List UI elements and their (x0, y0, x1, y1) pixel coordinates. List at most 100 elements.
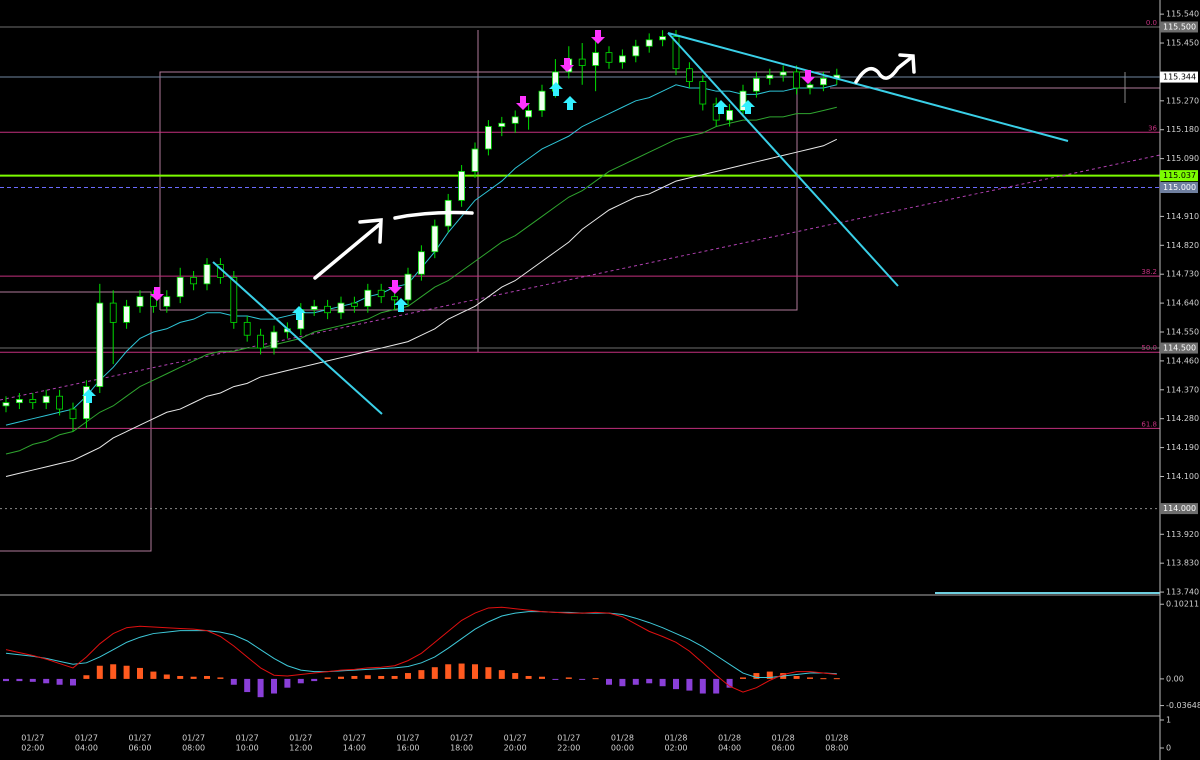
histogram-bar (123, 665, 130, 679)
y-tick-label: 114.460 (1166, 356, 1199, 365)
candle-body (56, 395, 63, 410)
histogram-bar (512, 673, 519, 679)
y-tick-label: 113.920 (1166, 530, 1199, 539)
y-tick-label: 114.190 (1166, 443, 1199, 452)
candle-body (42, 395, 50, 404)
y-tick-label: 114.550 (1166, 327, 1199, 336)
candle-body (605, 52, 613, 63)
histogram-bar (713, 678, 720, 694)
candle-body (498, 122, 506, 127)
y-tick-label: 114.730 (1166, 270, 1199, 279)
trend-line (667, 32, 899, 287)
level-label: 115.344 (1163, 73, 1196, 82)
level-box (1160, 21, 1198, 33)
x-date-label: 01/28 (718, 734, 741, 743)
histogram-bar (766, 671, 773, 679)
x-time-label: 04:00 (718, 744, 741, 753)
histogram-bar (391, 675, 398, 679)
candle-body (525, 110, 532, 118)
histogram-bar (740, 677, 746, 679)
histogram-bar (364, 675, 371, 679)
price-axis (1160, 0, 1200, 760)
x-date-label: 01/27 (182, 734, 205, 743)
histogram-bar (632, 678, 639, 685)
candle-body (686, 68, 693, 82)
x-date-label: 01/27 (236, 734, 259, 743)
x-time-label: 02:00 (664, 744, 687, 753)
down-arrow (560, 58, 574, 72)
trend-line (212, 261, 383, 415)
candle-body (350, 302, 358, 307)
zone-rect (0, 291, 152, 552)
histogram-bar (405, 673, 411, 679)
histogram-bar (324, 677, 331, 679)
histogram-bar (592, 678, 599, 680)
candle-body (632, 45, 640, 57)
axis-labels: 115.500 115.344 115.037 115.000 114.500 114.0… (1160, 10, 1200, 753)
histogram-bar (297, 678, 304, 684)
histogram-bar (29, 678, 36, 682)
histogram-bar (351, 675, 358, 679)
candle-body (190, 277, 198, 285)
histogram-bar (217, 677, 224, 679)
histogram-bar (150, 671, 157, 679)
candle-body (2, 402, 10, 407)
candle-body (753, 77, 760, 92)
histogram-bar (458, 663, 465, 679)
y-tick-label: 0.00 (1166, 674, 1184, 683)
candle-body (471, 148, 479, 172)
histogram-bar (579, 678, 586, 680)
histogram-bar (525, 675, 532, 679)
histogram-bar (110, 664, 117, 679)
up-arrow (82, 389, 96, 403)
histogram-bar (552, 678, 559, 680)
x-time-label: 06:00 (772, 744, 795, 753)
zone-rect (159, 71, 830, 310)
hand-stroke (393, 210, 474, 220)
histogram-bar (271, 678, 277, 694)
x-time-label: 00:00 (611, 744, 634, 753)
candle-body (109, 302, 117, 323)
level-box (1160, 342, 1198, 354)
x-time-label: 10:00 (236, 744, 259, 753)
zone-rect (160, 72, 798, 311)
up-arrow (549, 82, 563, 96)
x-date-label: 01/27 (343, 734, 366, 743)
x-date-label: 01/27 (557, 734, 580, 743)
y-tick-label: -0.03648 (1166, 701, 1200, 710)
x-date-label: 01/28 (611, 734, 634, 743)
histogram-bar (418, 670, 425, 679)
histogram-bar (472, 664, 478, 679)
y-tick-label: 114.100 (1166, 472, 1199, 481)
y-tick-label: 115.090 (1166, 154, 1199, 163)
down-arrow (150, 287, 164, 301)
candle-body (391, 296, 399, 301)
macd-pane (3, 606, 840, 698)
candle-body (176, 277, 184, 298)
histogram-bar (686, 678, 693, 691)
histogram-bar (565, 677, 572, 679)
candle-body (337, 302, 345, 314)
histogram-bar (378, 675, 385, 679)
candle-body (136, 296, 144, 307)
level-label: 114.500 (1163, 344, 1196, 353)
x-time-label: 12:00 (289, 744, 312, 753)
down-arrow (516, 96, 530, 110)
histogram-bar (257, 678, 264, 698)
candle-body (458, 171, 466, 201)
x-date-label: 01/27 (21, 734, 44, 743)
candle-body (511, 116, 519, 124)
x-time-label: 14:00 (343, 744, 366, 753)
histogram-bar (445, 664, 452, 679)
y-tick-label: 114.820 (1166, 241, 1199, 250)
down-arrow (591, 30, 605, 44)
x-time-label: 18:00 (450, 744, 473, 753)
candle-body (29, 399, 37, 404)
up-arrows (82, 82, 755, 403)
x-date-label: 01/27 (504, 734, 527, 743)
level-label: 115.500 (1163, 22, 1196, 31)
level-label: 115.037 (1163, 171, 1196, 180)
